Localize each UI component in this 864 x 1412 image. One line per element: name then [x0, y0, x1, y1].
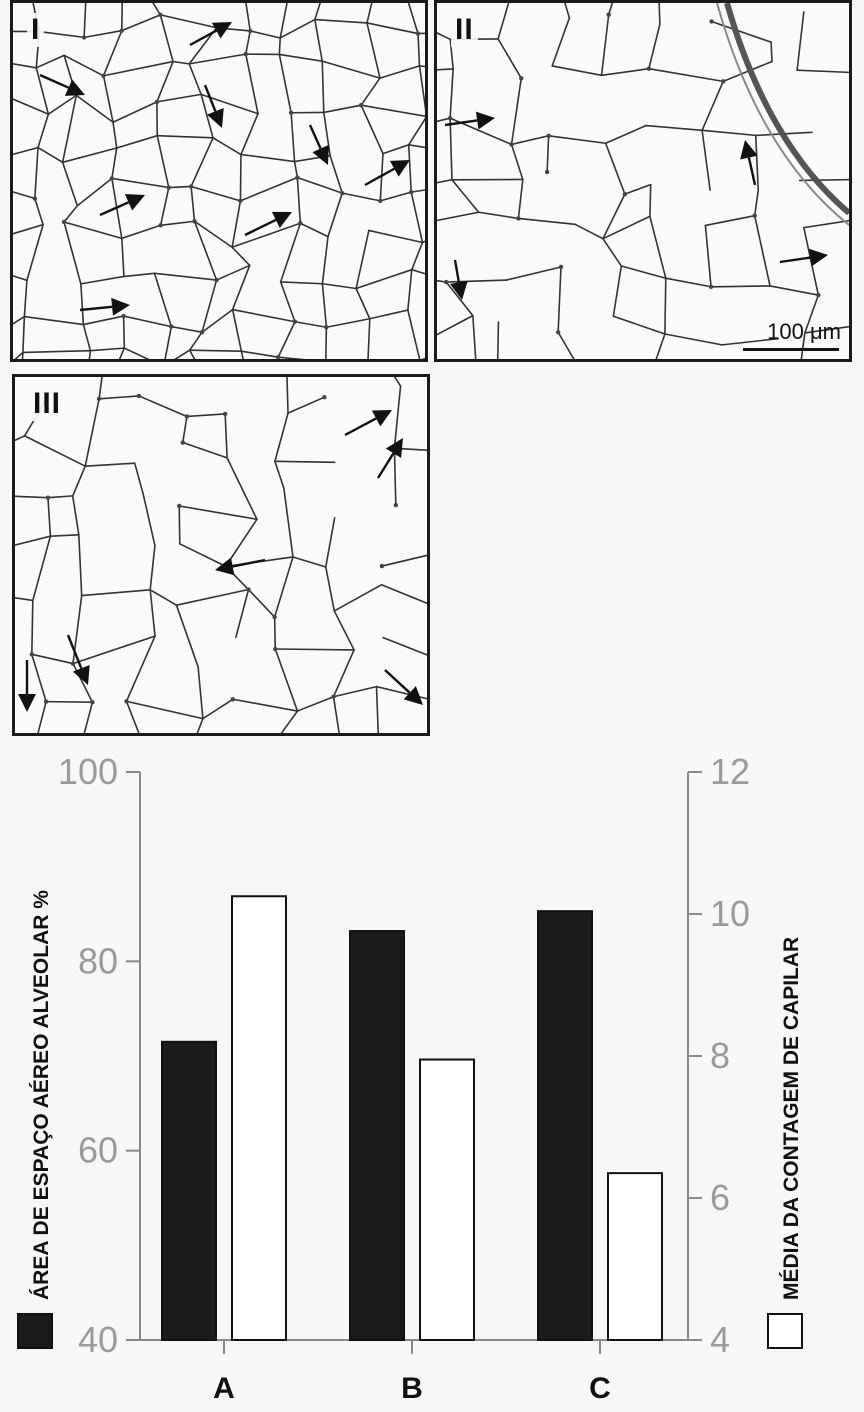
arrow-icon [18, 694, 36, 712]
alveolar-tissue-texture [437, 3, 849, 359]
arrow-icon [211, 22, 232, 39]
legend-swatch-white [767, 1313, 803, 1349]
arrow-icon [384, 669, 411, 694]
alveolar-tissue-texture [13, 3, 425, 359]
arrow-icon [747, 157, 757, 186]
bar-capillary-count [419, 1058, 475, 1341]
arrow-icon [66, 634, 83, 669]
arrow-icon [271, 211, 292, 228]
legend-swatch-black [17, 1313, 53, 1349]
arrow-icon [444, 119, 478, 127]
arrow-icon [376, 452, 395, 479]
panel-label: II [451, 13, 478, 47]
arrow-icon [385, 438, 403, 459]
category-label: A [213, 1372, 235, 1405]
micrograph-panel-ii: II 100 μm [434, 0, 852, 362]
arrow-icon [779, 256, 811, 264]
arrow-icon [189, 29, 217, 47]
arrow-icon [244, 218, 277, 237]
right-tick-label: 6 [710, 1177, 730, 1218]
alveolar-tissue-texture [15, 377, 427, 733]
arrow-icon [111, 297, 130, 316]
arrow-icon [215, 557, 235, 576]
arrow-icon [232, 558, 266, 568]
arrow-icon [312, 144, 329, 165]
arrow-icon [450, 280, 468, 300]
bar-alveolar-area [537, 910, 593, 1341]
arrow-icon [72, 664, 90, 685]
arrow-icon [389, 160, 410, 177]
scale-bar [743, 348, 839, 351]
arrow-icon [475, 111, 495, 130]
arrow-icon [808, 248, 828, 267]
arrow-icon [64, 79, 85, 96]
left-axis-title: ÁREA DE ESPAÇO AÉREO ALVEOLAR % [30, 890, 53, 1300]
left-tick-label: 80 [78, 940, 118, 981]
arrow-icon [203, 84, 217, 112]
arrow-icon [308, 124, 322, 150]
arrow-icon [371, 410, 392, 427]
arrow-icon [99, 201, 130, 217]
right-tick-label: 10 [710, 893, 750, 934]
panel-label: III [29, 387, 66, 421]
arrow-icon [403, 686, 423, 705]
category-label: B [401, 1372, 423, 1405]
bar-alveolar-area [161, 1040, 217, 1341]
micrograph-panel-i: I [10, 0, 428, 362]
arrow-icon [39, 73, 70, 89]
micrograph-panel-iii: III [12, 374, 430, 736]
arrow-icon [124, 194, 145, 211]
left-tick-label: 60 [78, 1130, 118, 1171]
right-tick-label: 12 [710, 751, 750, 792]
arrow-icon [79, 305, 113, 312]
right-axis-title: MÉDIA DA CONTAGEM DE CAPILAR [780, 937, 803, 1300]
right-tick-label: 8 [710, 1035, 730, 1076]
arrow-icon [207, 107, 224, 128]
arrow-icon [344, 417, 377, 437]
bar-capillary-count [607, 1172, 663, 1341]
arrow-icon [364, 167, 395, 187]
arrow-icon [740, 140, 758, 160]
category-label: C [589, 1372, 611, 1405]
panel-label: I [27, 13, 45, 47]
left-tick-label: 40 [78, 1319, 118, 1360]
bar-chart: 40 60 80 100 4 6 8 10 12 A B C ÁREA DE ESPAÇO AÉREO … [0, 740, 864, 1412]
bar-alveolar-area [349, 930, 405, 1341]
left-tick-label: 100 [58, 751, 118, 792]
scale-bar-label: 100 μm [767, 319, 841, 344]
arrow-icon [453, 259, 461, 283]
right-tick-label: 4 [710, 1319, 730, 1360]
bar-capillary-count [231, 895, 287, 1341]
